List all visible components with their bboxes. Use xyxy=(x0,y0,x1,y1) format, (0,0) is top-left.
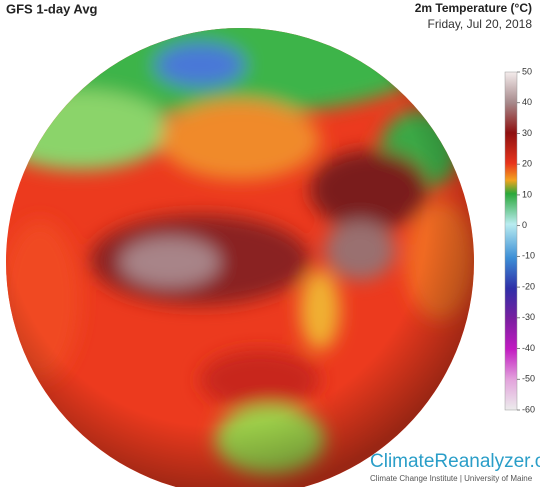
colorbar-tick-label: -50 xyxy=(522,374,535,384)
colorbar-tick-label: -60 xyxy=(522,404,535,414)
map-title: GFS 1-day Avg xyxy=(6,1,98,16)
date-label: Friday, Jul 20, 2018 xyxy=(427,17,532,31)
colorbar: 50 40 30 20 10 0 -10 -20 -30 -40 -50 -60 xyxy=(504,66,535,414)
colorbar-tick-label: 20 xyxy=(522,159,532,169)
credit: Climate Change Institute | University of… xyxy=(370,474,533,483)
colorbar-tick-label: -30 xyxy=(522,312,535,322)
site-name[interactable]: ClimateReanalyzer.org xyxy=(370,451,540,472)
colorbar-tick-label: -10 xyxy=(522,251,535,261)
colorbar-tick-label: -40 xyxy=(522,343,535,353)
variable-label: 2m Temperature (°C) xyxy=(415,1,532,15)
colorbar-tick-label: 50 xyxy=(522,66,532,76)
colorbar-ramp xyxy=(504,71,518,411)
globe xyxy=(6,28,474,487)
colorbar-tick-label: 10 xyxy=(522,189,532,199)
colorbar-tick-label: -20 xyxy=(522,281,535,291)
colorbar-tick-label: 30 xyxy=(522,128,532,138)
colorbar-tick-label: 40 xyxy=(522,97,532,107)
colorbar-tick-label: 0 xyxy=(522,220,527,230)
